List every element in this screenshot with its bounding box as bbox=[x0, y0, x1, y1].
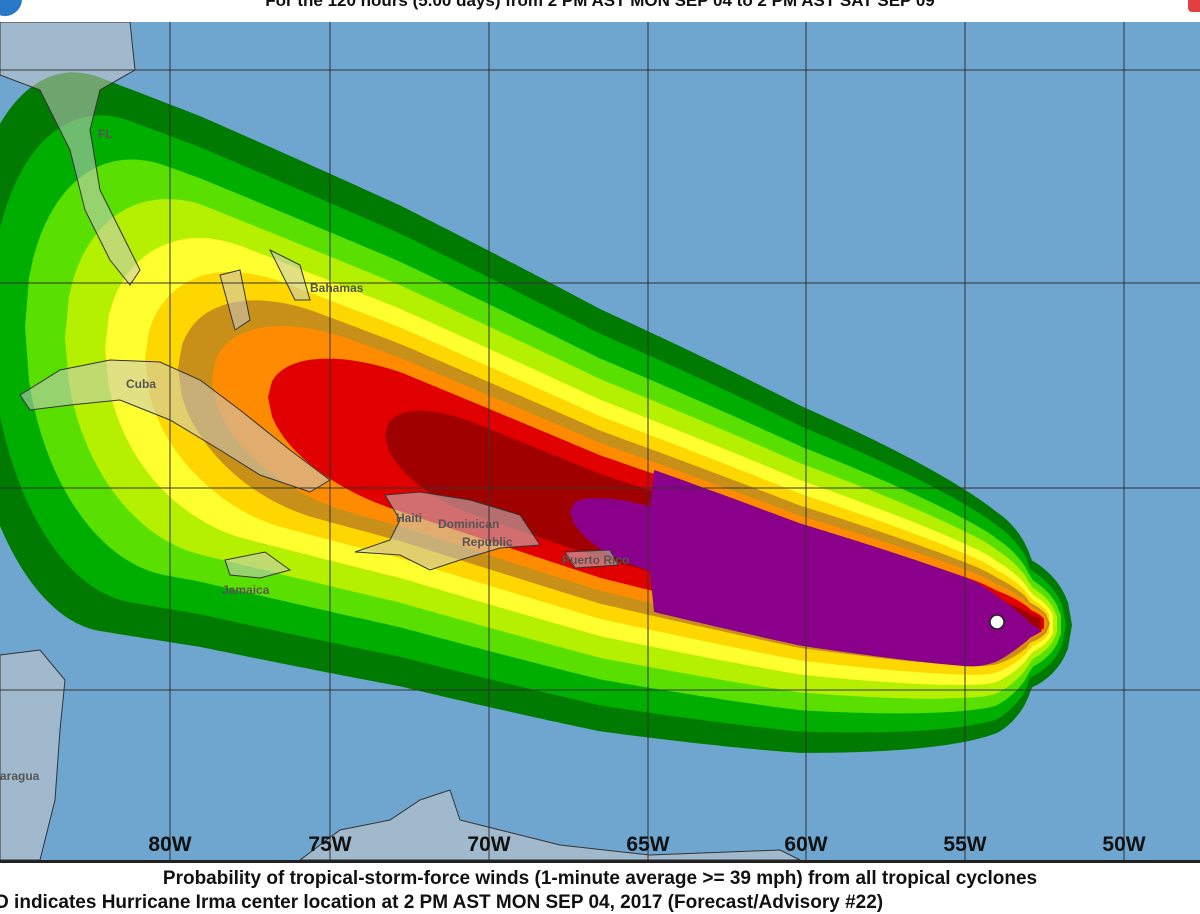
label-nicaragua: aragua bbox=[0, 769, 40, 783]
hurricane-center-marker bbox=[989, 614, 1005, 630]
label-bahamas: Bahamas bbox=[310, 281, 364, 295]
wind-probability-map: FL Bahamas Cuba Haiti Dominican Republic… bbox=[0, 22, 1200, 860]
lon-label-50w: 50W bbox=[1102, 833, 1145, 856]
lon-label-75w: 75W bbox=[308, 833, 351, 856]
central-america bbox=[0, 649, 66, 860]
lon-label-65w: 65W bbox=[626, 833, 669, 856]
map-caption-note: O indicates Hurricane Irma center locati… bbox=[0, 892, 884, 913]
lon-label-55w: 55W bbox=[943, 833, 986, 856]
land bbox=[0, 22, 801, 860]
lon-label-60w: 60W bbox=[784, 833, 827, 856]
map-subtitle: For the 120 hours (5.00 days) from 2 PM … bbox=[265, 0, 935, 10]
lon-label-70w: 70W bbox=[467, 833, 510, 856]
label-jamaica: Jamaica bbox=[222, 583, 270, 597]
map-caption: Probability of tropical-storm-force wind… bbox=[162, 868, 1038, 889]
probability-bands bbox=[0, 72, 1072, 753]
footer: Probability of tropical-storm-force wind… bbox=[0, 860, 1200, 913]
jamaica bbox=[224, 551, 292, 579]
south-america bbox=[299, 789, 801, 860]
place-labels: FL Bahamas Cuba Haiti Dominican Republic… bbox=[0, 127, 629, 783]
lon-label-80w: 80W bbox=[148, 833, 191, 856]
nws-logo bbox=[1188, 0, 1200, 12]
label-cuba: Cuba bbox=[126, 377, 156, 391]
label-puerto-rico: Puerto Rico bbox=[562, 553, 629, 567]
label-fl: FL bbox=[98, 127, 113, 141]
header: For the 120 hours (5.00 days) from 2 PM … bbox=[0, 0, 1200, 22]
longitude-labels: 80W 75W 70W 65W 60W 55W 50W bbox=[148, 833, 1145, 856]
cuba bbox=[19, 359, 331, 493]
label-haiti: Haiti bbox=[396, 511, 422, 525]
label-dominican: Dominican bbox=[438, 517, 499, 531]
puerto-rico bbox=[564, 549, 619, 569]
florida-landmass bbox=[0, 22, 141, 286]
lat-lon-grid bbox=[0, 22, 1200, 860]
label-republic: Republic bbox=[462, 535, 513, 549]
hispaniola bbox=[354, 491, 541, 571]
